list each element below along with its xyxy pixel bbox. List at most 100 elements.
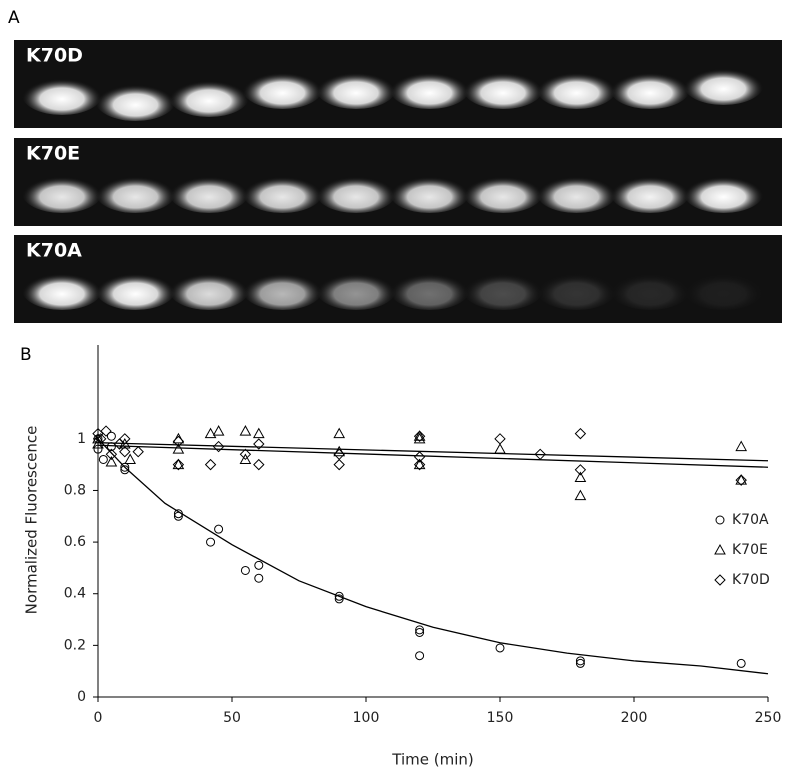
point — [132, 446, 144, 458]
gel-panels: K70D K70E K70A — [14, 40, 782, 323]
gel-label: K70D — [26, 45, 83, 67]
gel-band — [169, 77, 249, 117]
x-tick-label: 250 — [755, 710, 782, 726]
fit-line — [97, 438, 769, 675]
gel-band — [242, 173, 323, 213]
point — [413, 458, 426, 471]
point — [239, 448, 252, 461]
point — [534, 448, 546, 461]
y-tick-label: 1 — [77, 431, 86, 447]
y-tick-label: 0 — [77, 689, 86, 705]
point — [574, 489, 587, 501]
y-tick-label: 0.6 — [64, 534, 86, 550]
point — [240, 565, 250, 575]
point — [253, 458, 265, 471]
x-axis-title: Time (min) — [391, 751, 473, 769]
gel-band — [242, 270, 323, 310]
point — [172, 443, 185, 454]
point — [206, 537, 216, 547]
x-tick-label: 100 — [353, 710, 380, 726]
gel-band — [683, 173, 764, 213]
panel-label: B — [20, 345, 32, 365]
point — [735, 474, 747, 486]
gel-band — [22, 173, 102, 213]
y-axis-title: Normalized Fluorescence — [23, 426, 41, 615]
point — [413, 458, 426, 470]
point — [253, 438, 265, 450]
x-tick-label: 200 — [621, 710, 648, 726]
point — [124, 453, 137, 464]
point — [575, 656, 585, 666]
point — [333, 427, 346, 439]
point — [413, 430, 426, 442]
point — [415, 627, 425, 637]
gel-band — [610, 69, 690, 109]
point — [119, 433, 131, 445]
point — [574, 427, 587, 440]
point — [494, 433, 506, 445]
gel-band — [389, 270, 470, 310]
point — [172, 458, 185, 470]
gel-band — [316, 173, 396, 213]
point — [735, 440, 748, 452]
point — [239, 425, 252, 436]
gel-label: K70E — [26, 143, 80, 165]
point — [100, 425, 112, 437]
point — [212, 425, 225, 436]
point — [118, 437, 131, 449]
point — [239, 453, 252, 464]
gel-band — [536, 69, 617, 109]
gel-band — [536, 270, 617, 310]
gel-band — [683, 270, 764, 310]
gel-band — [536, 173, 617, 213]
gel-band — [610, 173, 690, 213]
point — [120, 465, 130, 475]
point — [173, 511, 183, 521]
point — [574, 464, 587, 476]
point — [333, 448, 345, 461]
point — [94, 433, 107, 445]
x-tick-label: 50 — [223, 710, 241, 726]
point — [333, 445, 346, 457]
gel-band — [316, 69, 396, 109]
gel-band — [316, 270, 396, 310]
legend-marker — [714, 543, 726, 555]
point — [415, 651, 425, 661]
point — [736, 658, 746, 668]
gel-band — [95, 173, 176, 213]
gel-band — [95, 270, 176, 310]
y-tick-label: 0.2 — [64, 637, 86, 653]
gel-band — [169, 270, 249, 310]
gel-band — [95, 81, 176, 121]
point — [413, 451, 426, 463]
point — [172, 432, 185, 444]
point — [204, 427, 217, 439]
point — [204, 458, 217, 471]
point — [173, 509, 183, 519]
point — [574, 471, 587, 483]
point — [735, 474, 748, 485]
point — [98, 454, 108, 464]
plot: 0 50 100 150 200 250 0 0.2 0.4 0.6 0.8 1 Time (min) N… — [23, 345, 782, 769]
point — [105, 448, 118, 461]
gel-band — [22, 75, 102, 115]
fit-line — [97, 444, 769, 468]
point — [172, 458, 185, 471]
fit-line — [97, 442, 769, 462]
point — [575, 658, 585, 668]
gel-band — [610, 270, 690, 310]
point — [334, 594, 344, 604]
gel-band — [463, 69, 543, 109]
gel-label: K70A — [26, 240, 82, 262]
legend-marker — [715, 515, 725, 525]
panel-label: A — [8, 8, 20, 28]
gel-band — [683, 65, 764, 105]
point — [119, 446, 131, 458]
gel-band — [389, 69, 470, 109]
point — [333, 458, 345, 471]
point — [212, 440, 225, 453]
point — [413, 430, 426, 441]
y-tick-label: 0.4 — [64, 586, 86, 602]
